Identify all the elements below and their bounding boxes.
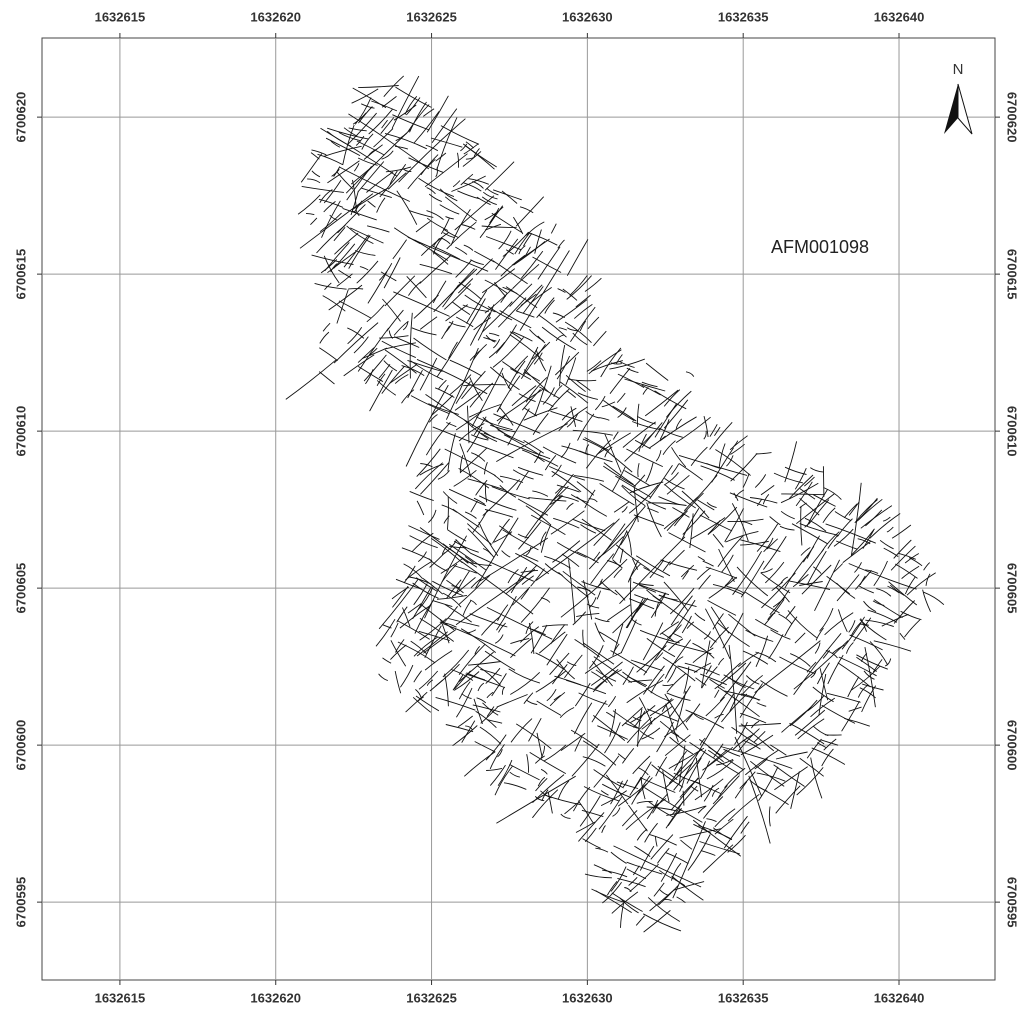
y-tick-label: 6700595 xyxy=(1005,877,1020,928)
y-tick-label: 6700615 xyxy=(13,249,28,300)
y-tick-label: 6700620 xyxy=(13,92,28,143)
x-tick-label: 1632640 xyxy=(874,9,925,24)
y-tick-label: 6700615 xyxy=(1005,249,1020,300)
x-tick-label: 1632635 xyxy=(718,990,769,1005)
x-tick-label: 1632625 xyxy=(406,990,457,1005)
y-tick-label: 6700600 xyxy=(1005,720,1020,771)
x-tick-label: 1632615 xyxy=(95,990,146,1005)
x-tick-label: 1632640 xyxy=(874,990,925,1005)
x-tick-label: 1632620 xyxy=(250,9,301,24)
fracture xyxy=(823,466,824,496)
y-tick-label: 6700605 xyxy=(13,563,28,614)
north-label: N xyxy=(953,61,964,78)
y-tick-label: 6700595 xyxy=(13,877,28,928)
x-tick-label: 1632635 xyxy=(718,9,769,24)
y-tick-label: 6700600 xyxy=(13,720,28,771)
y-tick-label: 6700610 xyxy=(1005,406,1020,457)
y-tick-label: 6700620 xyxy=(1005,92,1020,143)
site-label: AFM001098 xyxy=(771,237,869,257)
y-tick-label: 6700605 xyxy=(1005,563,1020,614)
map: AFM001098 N 1632615 1632615 1632620 1632620… xyxy=(0,0,1027,1015)
x-tick-label: 1632630 xyxy=(562,990,613,1005)
x-tick-label: 1632625 xyxy=(406,9,457,24)
x-tick-label: 1632620 xyxy=(250,990,301,1005)
x-tick-label: 1632615 xyxy=(95,9,146,24)
x-tick-label: 1632630 xyxy=(562,9,613,24)
y-tick-label: 6700610 xyxy=(13,406,28,457)
